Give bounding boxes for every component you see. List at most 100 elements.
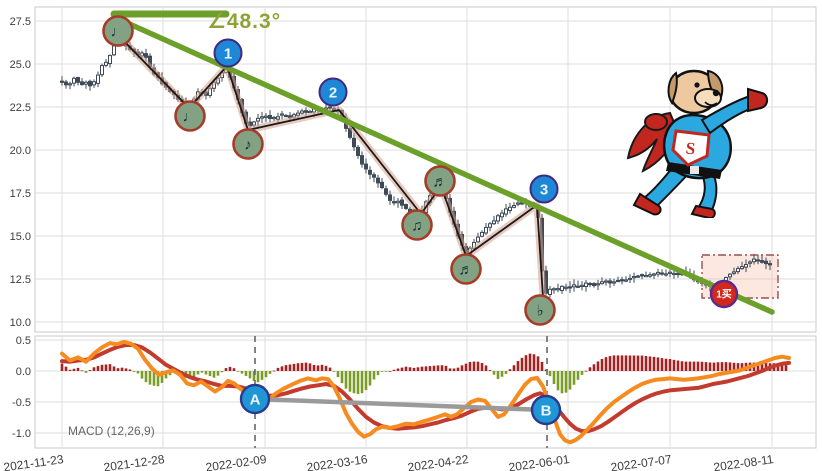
macd-histogram-bar — [64, 366, 68, 371]
macd-ab-marker-circle — [239, 383, 271, 415]
note-marker[interactable]: ♩ — [174, 100, 206, 132]
superdog-buckle — [690, 166, 699, 174]
note-marker-circle — [102, 15, 134, 47]
macd-histogram-bar — [656, 357, 660, 371]
candle-body — [748, 261, 752, 264]
macd-histogram-bar — [472, 361, 476, 371]
macd-histogram-bar — [428, 366, 432, 371]
candle-body — [252, 121, 256, 126]
macd-histogram-bar — [68, 369, 72, 371]
candle-body — [600, 281, 604, 285]
note-marker[interactable]: ♬ — [450, 253, 482, 285]
macd-histogram-bar — [764, 362, 768, 371]
wave-number-marker[interactable]: 3 — [529, 174, 559, 204]
candle-body — [60, 80, 64, 83]
macd-histogram-bar — [528, 353, 532, 371]
candle-body — [356, 146, 360, 156]
note-marker[interactable]: ♩ — [102, 15, 134, 47]
macd-histogram-bar — [564, 371, 568, 393]
candle-body — [80, 81, 84, 86]
macd-histogram-bar — [392, 369, 396, 371]
candle-body — [656, 271, 660, 275]
macd-histogram-bar — [608, 356, 612, 371]
macd-histogram-bar — [156, 371, 160, 387]
wave-number-marker-circle — [529, 174, 559, 204]
zigzag-line[interactable] — [120, 37, 544, 298]
wave-number-marker-label: 2 — [329, 84, 337, 101]
candle-body — [372, 174, 376, 178]
note-marker-label: ♬ — [433, 173, 448, 190]
candle-body — [388, 194, 392, 201]
note-marker[interactable]: ♬ — [424, 165, 456, 197]
ab-divergence-line[interactable] — [252, 396, 549, 413]
wave-number-marker[interactable]: 1 — [213, 38, 243, 68]
buy-point-marker[interactable]: 1买 — [709, 279, 739, 309]
macd-histogram-bar — [756, 362, 760, 371]
candle-body — [552, 288, 556, 291]
date-tick-label: 2022-02-09 — [205, 452, 268, 471]
macd-ab-marker[interactable]: A — [239, 383, 271, 415]
macd-histogram-bar — [212, 371, 216, 378]
superdog-shield: S — [671, 129, 711, 167]
price-tick-label: 25.0 — [10, 59, 31, 71]
candle-body — [376, 177, 380, 184]
macd-histogram-bar — [516, 361, 520, 371]
macd-histogram-bar — [424, 366, 428, 371]
macd-histogram-bar — [384, 371, 388, 372]
macd-histogram-bar — [260, 371, 264, 380]
candle-body — [640, 274, 644, 277]
macd-histogram-bar — [148, 371, 152, 385]
macd-histogram-bar — [588, 367, 592, 371]
superdog-cape — [626, 111, 680, 173]
macd-histogram-bar — [448, 368, 452, 371]
dea-line[interactable] — [60, 343, 791, 434]
candle-body — [612, 281, 616, 284]
macd-histogram-bar — [456, 367, 460, 371]
macd-histogram-bar — [724, 362, 728, 371]
note-marker[interactable]: ♭ — [524, 294, 556, 326]
wave-number-marker-label: 3 — [540, 181, 548, 198]
macd-histogram-bar — [396, 368, 400, 371]
buy-point-marker-circle — [709, 279, 739, 309]
macd-histogram-bar — [476, 361, 480, 371]
trendline-angle-label: ∠48.3° — [207, 10, 282, 33]
macd-ab-marker-label: B — [541, 402, 552, 419]
buy-point-marker-label: 1买 — [716, 289, 732, 301]
candle-body — [496, 215, 500, 222]
macd-ab-marker[interactable]: B — [530, 394, 562, 426]
candle-body — [300, 110, 304, 114]
macd-histogram-bar — [512, 365, 516, 371]
macd-histogram-bar — [80, 370, 84, 372]
macd-histogram-bar — [332, 371, 336, 372]
candle-body — [360, 155, 364, 165]
macd-histogram-bar — [132, 371, 136, 372]
macd-tick-label: 0.0 — [16, 366, 31, 378]
superdog-emblem-letter: S — [685, 139, 696, 159]
macd-histogram-bar — [556, 371, 560, 391]
macd-histogram-bar — [124, 368, 128, 371]
date-tick-label: 2022-08-11 — [713, 452, 775, 471]
candle-body — [492, 220, 496, 225]
macd-histogram-bar — [644, 356, 648, 371]
macd-histogram-bar — [376, 371, 380, 376]
macd-panel[interactable] — [34, 335, 817, 449]
macd-histogram-bar — [696, 361, 700, 371]
candle-body — [92, 81, 96, 86]
wave-number-marker-circle — [318, 77, 348, 107]
dif-line[interactable] — [60, 339, 791, 445]
macd-histogram-bar — [120, 367, 124, 371]
date-tick-label: 2021-11-23 — [3, 452, 65, 471]
candle-body — [400, 199, 404, 206]
macd-histogram-bar — [648, 356, 652, 371]
candle-body — [68, 83, 72, 86]
wave-number-marker[interactable]: 2 — [318, 77, 348, 107]
macd-histogram-bar — [592, 364, 596, 371]
macd-histogram-bar — [112, 366, 116, 371]
macd-histogram-bar — [312, 364, 316, 371]
candle-body — [84, 81, 88, 85]
macd-histogram-bar — [576, 371, 580, 380]
macd-histogram-bar — [784, 365, 788, 371]
wave-number-marker-circle — [213, 38, 243, 68]
note-marker[interactable]: ♪ — [232, 128, 264, 160]
note-marker[interactable]: ♫ — [401, 209, 433, 241]
